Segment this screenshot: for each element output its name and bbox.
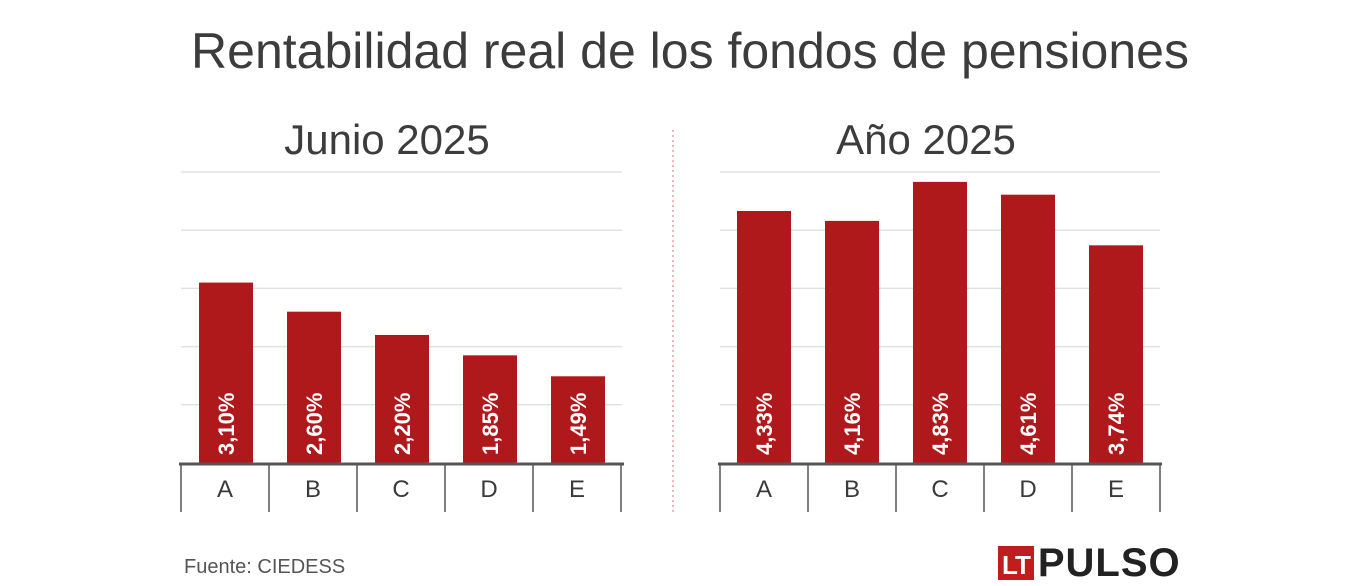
- chart-title: Rentabilidad real de los fondos de pensi…: [191, 23, 1189, 79]
- bar-a: [199, 282, 253, 463]
- bar-value-label: 4,61%: [1016, 393, 1041, 455]
- bar-value-label: 2,20%: [390, 393, 415, 455]
- source-note: Fuente: CIEDESS: [184, 556, 346, 578]
- bar-d: [1001, 194, 1055, 463]
- bar-a: [737, 210, 791, 463]
- x-tick-label: C: [931, 476, 948, 503]
- bar-c: [375, 334, 429, 463]
- bar-b: [287, 311, 341, 463]
- bar-e: [551, 376, 605, 463]
- charts-canvas: 3,10% 2,60% 2,20% 1,85% 1,49% A B C D E 4,33% 4,16%…: [179, 130, 1162, 512]
- x-tick-label: A: [756, 476, 772, 503]
- x-tick-label: A: [217, 476, 233, 503]
- bar-value-label: 4,83%: [928, 393, 953, 455]
- bar-value-label: 1,49%: [566, 393, 591, 455]
- bar-b: [825, 220, 879, 463]
- bar-d: [463, 355, 517, 463]
- pulso-logo: LT PULSO: [998, 541, 1181, 586]
- bar-value-label: 4,16%: [840, 393, 865, 455]
- bar-c: [913, 181, 967, 464]
- bar-value-label: 2,60%: [302, 393, 327, 455]
- x-tick-label: E: [569, 476, 585, 503]
- x-tick-label: D: [480, 476, 497, 503]
- bar-value-label: 3,10%: [214, 393, 239, 455]
- bar-value-label: 3,74%: [1104, 393, 1129, 455]
- logo-lt-box: LT: [998, 546, 1034, 580]
- x-tick-label: C: [392, 476, 409, 503]
- bar-value-label: 4,33%: [752, 393, 777, 455]
- x-tick-label: E: [1108, 476, 1124, 503]
- panel-title-anio: Año 2025: [836, 116, 1016, 163]
- panel-title-junio: Junio 2025: [284, 116, 490, 163]
- x-tick-label: B: [844, 476, 860, 503]
- x-tick-label: B: [305, 476, 321, 503]
- bar-value-label: 1,85%: [478, 393, 503, 455]
- bar-e: [1089, 245, 1143, 463]
- logo-word: PULSO: [1037, 541, 1181, 585]
- x-tick-label: D: [1019, 476, 1036, 503]
